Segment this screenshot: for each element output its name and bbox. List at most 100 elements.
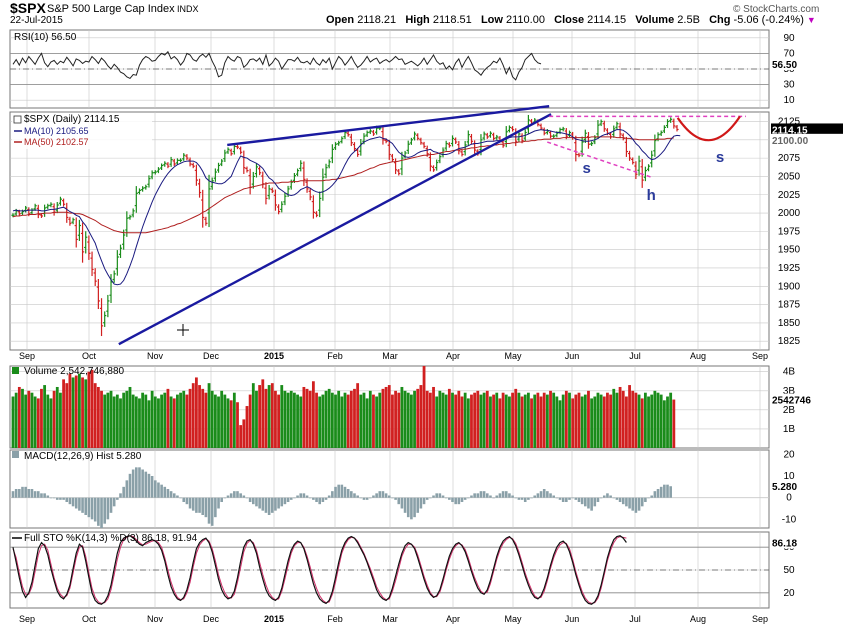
macd-hist-bar: [587, 498, 590, 509]
price-tick-label: 1850: [778, 318, 801, 329]
sto-tick-label: 50: [783, 565, 795, 576]
volume-bar: [277, 395, 280, 448]
macd-hist-bar: [28, 489, 31, 498]
macd-hist-bar: [524, 498, 527, 502]
macd-hist-bar: [208, 498, 211, 524]
macd-hist-bar: [303, 493, 306, 497]
macd-hist-bar: [540, 491, 543, 498]
macd-last-value: 5.280: [772, 482, 797, 493]
volume-bar: [416, 389, 419, 448]
macd-hist-bar: [641, 498, 644, 507]
macd-hist-bar: [186, 498, 189, 505]
volume-bar: [293, 393, 296, 448]
macd-hist-bar: [404, 498, 407, 513]
macd-hist-bar: [334, 487, 337, 498]
volume-bar: [568, 393, 571, 448]
macd-hist-bar: [489, 496, 492, 498]
volume-bar: [230, 400, 233, 448]
volume-bar: [549, 391, 552, 448]
month-label-price: Mar: [382, 351, 398, 361]
volume-bar: [470, 395, 473, 448]
volume-bar: [296, 395, 299, 448]
macd-hist-bar: [81, 498, 84, 513]
volume-bar: [391, 395, 394, 448]
volume-bar: [110, 391, 113, 448]
volume-tick-label: 4B: [783, 367, 796, 378]
macd-hist-bar: [50, 498, 53, 499]
macd-hist-bar: [432, 496, 435, 498]
macd-hist-bar: [107, 498, 110, 520]
volume-bar: [385, 387, 388, 448]
volume-bar: [249, 395, 252, 448]
macd-hist-bar: [635, 498, 638, 513]
macd-hist-bar: [593, 498, 596, 507]
volume-bar: [290, 391, 293, 448]
macd-hist-bar: [467, 498, 470, 499]
volume-tick-label: 1B: [783, 424, 796, 435]
macd-hist-bar: [122, 487, 125, 498]
macd-hist-bar: [568, 498, 571, 500]
macd-hist-bar: [15, 489, 18, 498]
volume-bar: [53, 391, 56, 448]
macd-hist-bar: [325, 498, 328, 500]
macd-hist-bar: [584, 498, 587, 507]
volume-bar: [435, 397, 438, 448]
month-label-price: Jun: [565, 351, 580, 361]
volume-bar: [87, 372, 90, 448]
volume-bar: [306, 389, 309, 448]
volume-bar: [495, 393, 498, 448]
macd-hist-bar: [397, 498, 400, 505]
volume-bar: [631, 391, 634, 448]
volume-bar: [508, 397, 511, 448]
macd-hist-bar: [597, 498, 600, 502]
volume-bar: [325, 391, 328, 448]
volume-bar: [622, 391, 625, 448]
volume-last-value: 2542746: [772, 396, 811, 407]
volume-bar: [84, 379, 87, 448]
volume-bar: [287, 393, 290, 448]
macd-hist-bar: [562, 498, 565, 502]
macd-hist-bar: [198, 498, 201, 513]
macd-hist-bar: [480, 491, 483, 498]
volume-bar: [574, 395, 577, 448]
macd-hist-bar: [442, 496, 445, 498]
volume-bar: [650, 395, 653, 448]
macd-hist-bar: [113, 498, 116, 507]
volume-bar: [404, 391, 407, 448]
macd-hist-bar: [508, 493, 511, 497]
volume-bar: [119, 398, 122, 448]
macd-hist-bar: [56, 498, 59, 500]
volume-bar: [21, 389, 24, 448]
macd-hist-bar: [530, 498, 533, 499]
macd-hist-bar: [230, 493, 233, 497]
volume-bar: [50, 398, 53, 448]
month-label-price: Aug: [690, 351, 706, 361]
macd-hist-bar: [78, 498, 81, 511]
volume-bar: [486, 391, 489, 448]
volume-bar: [27, 391, 30, 448]
macd-hist-bar: [571, 498, 574, 499]
volume-bar: [423, 366, 426, 448]
volume-bar: [246, 406, 249, 448]
macd-hist-bar: [290, 498, 293, 500]
macd-hist-bar: [663, 485, 666, 498]
volume-bar: [252, 383, 255, 448]
volume-bar: [34, 397, 37, 448]
volume-bar: [340, 397, 343, 448]
price-tick-label: 1875: [778, 300, 801, 311]
macd-hist-bar: [246, 498, 249, 499]
macd-hist-bar: [625, 498, 628, 507]
volume-bar: [382, 389, 385, 448]
macd-hist-bar: [394, 498, 397, 500]
volume-bar: [571, 398, 574, 448]
volume-bar: [46, 395, 49, 448]
macd-hist-bar: [454, 498, 457, 505]
volume-bar: [511, 393, 514, 448]
macd-hist-bar: [293, 498, 296, 499]
rsi-tick-label: 30: [783, 80, 795, 91]
macd-hist-bar: [59, 498, 62, 500]
volume-bar: [464, 393, 467, 448]
volume-bar: [587, 391, 590, 448]
macd-hist-bar: [43, 493, 46, 497]
macd-hist-bar: [372, 496, 375, 498]
